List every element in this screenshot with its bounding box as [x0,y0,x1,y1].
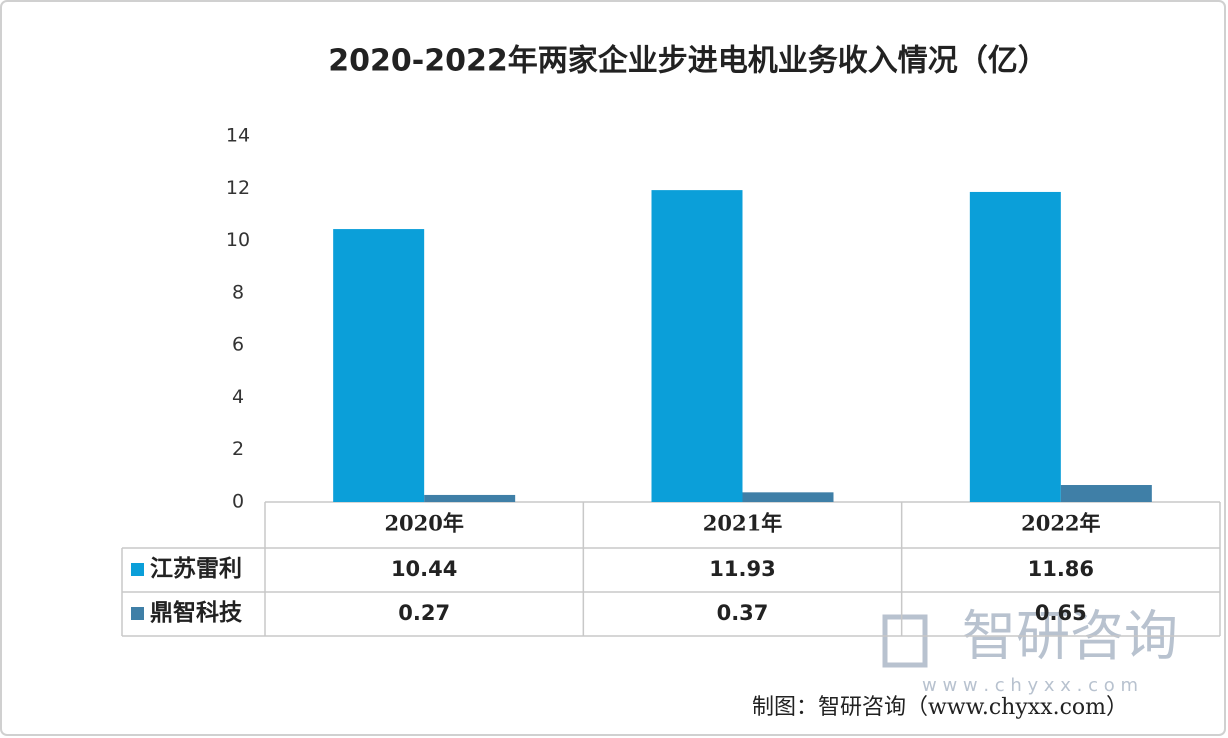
bar [742,492,834,502]
y-tick-label: 6 [232,334,244,356]
bar [333,229,425,502]
table-value: 0.65 [1035,601,1087,625]
y-tick-label: 0 [232,491,244,513]
bar [651,190,743,502]
table-value: 0.27 [398,601,450,625]
y-tick-label: 4 [232,386,244,408]
table-value: 10.44 [391,557,457,581]
y-tick-label: 2 [232,438,244,460]
x-tick-label: 2020年 [384,511,463,536]
x-tick-label: 2021年 [703,511,782,536]
table-value: 0.37 [717,601,769,625]
bar [969,191,1061,502]
y-tick-label: 12 [226,177,250,199]
legend-swatch [131,607,144,620]
chart-title: 2020-2022年两家企业步进电机业务收入情况（亿） [328,44,1047,79]
table-value: 11.93 [709,557,775,581]
watermark-url: w w w . c h y x x . c o m [922,675,1138,696]
bar [424,494,516,502]
watermark-logo [882,614,928,668]
y-tick-label: 10 [226,229,250,251]
legend-swatch [131,563,144,576]
legend-label: 鼎智科技 [150,599,243,626]
y-tick-label: 14 [226,125,250,147]
bar [1060,485,1152,502]
x-tick-label: 2022年 [1021,511,1100,536]
source: 制图：智研咨询（www.chyxx.com） [752,695,1128,720]
table-value: 11.86 [1028,557,1094,581]
y-tick-label: 8 [232,281,244,303]
legend-label: 江苏雷利 [150,555,242,582]
